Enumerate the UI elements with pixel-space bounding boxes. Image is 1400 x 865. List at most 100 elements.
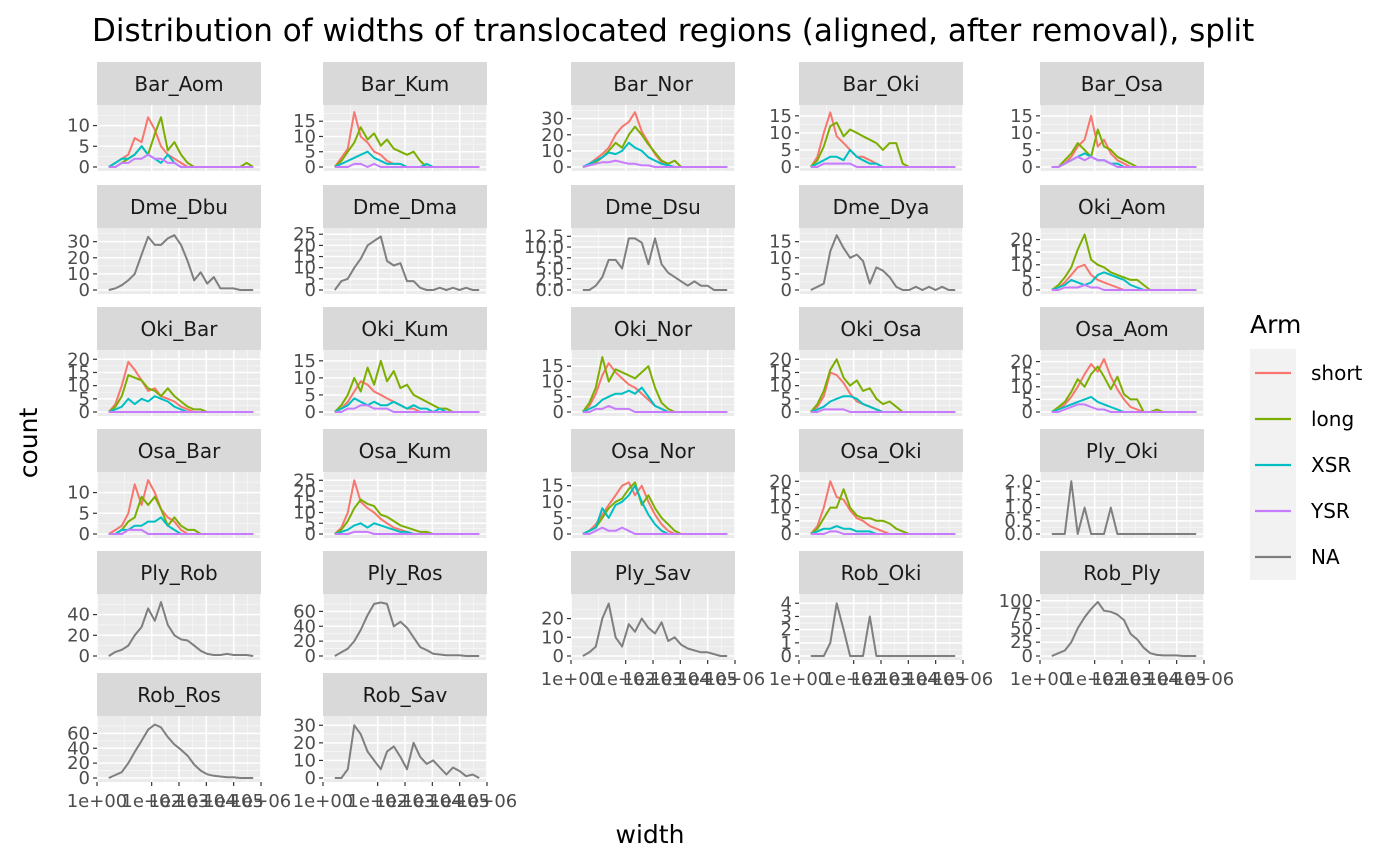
series-line-ysr [810,530,956,535]
legend-item-short: short [1255,361,1363,385]
y-tick-label: 0.5 [1004,511,1033,532]
x-tick-label: 1e+05 [677,669,738,690]
y-tick-label: 12.5 [524,226,564,247]
y-tick-label: 20 [293,733,316,754]
panel-strip [323,62,487,105]
x-tick-label: 1e+06 [705,669,766,690]
y-tick-label: 0 [553,402,564,423]
y-tick-label: 30 [67,232,90,253]
y-tick-label: 10 [769,248,792,269]
x-tick-label: 1e+00 [541,669,602,690]
y-tick-label: 20 [541,609,564,630]
y-tick-label: 5 [1022,140,1033,161]
panel-strip-label: Osa_Bar [138,439,221,463]
panel-strip [323,307,487,350]
legend-item-long: long [1255,407,1354,431]
panel-strip-label: Dme_Dma [353,195,457,219]
series-line-ysr [1051,403,1197,413]
y-tick-label: 0 [1022,280,1033,301]
y-tick-label: 5 [553,508,564,529]
panel-strip [97,307,261,350]
panel-strip-label: Rob_Ros [137,683,221,707]
legend-label: short [1311,361,1363,385]
y-tick-label: 20 [1010,352,1033,373]
panel-strip [97,62,261,105]
x-tick-label: 1e+00 [67,791,128,812]
y-tick-label: 15 [769,232,792,253]
panel-strip-label: Rob_Sav [363,683,448,707]
y-tick-label: 75 [1010,605,1033,626]
series-line-ysr [810,408,956,413]
legend-item-na: NA [1255,545,1340,569]
panel-strip [1040,307,1204,350]
y-tick-label: 10 [1010,123,1033,144]
x-tick-label: 1e+03 [149,791,210,812]
panel-strip-label: Oki_Bar [140,317,218,341]
panel-strip [799,429,963,472]
panel-strip [571,429,735,472]
y-tick-label: 1.0 [1004,498,1033,519]
y-tick-label: 15 [541,476,564,497]
series-line-na [108,601,254,657]
legend-title: Arm [1250,310,1301,339]
legend-label: NA [1311,545,1340,569]
series-line-ysr [334,162,480,168]
y-tick-label: 5 [305,513,316,534]
y-tick-label: 20 [67,248,90,269]
y-tick-label: 0 [79,157,90,178]
y-tick-label: 5 [79,389,90,410]
panel-strip-label: Ply_Rob [140,561,217,585]
y-tick-label: 0 [553,646,564,667]
panel-strip-label: Rob_Ply [1083,561,1161,585]
panel-strip [571,307,735,350]
y-tick-label: 50 [1010,618,1033,639]
panel-strip-label: Osa_Nor [611,439,696,463]
series-line-ysr [582,404,728,413]
x-tick-label: 1e+04 [878,669,939,690]
y-tick-label: 10 [769,123,792,144]
y-tick-label: 0 [1022,402,1033,423]
y-tick-label: 10 [1010,377,1033,398]
y-tick-label: 5 [305,269,316,290]
panel-strip [97,673,261,716]
y-tick-label: 10 [293,368,316,389]
series-line-ysr [334,404,480,413]
y-tick-label: 1 [781,633,792,654]
y-tick-label: 15 [1010,242,1033,263]
y-tick-label: 10 [769,376,792,397]
y-tick-label: 30 [541,109,564,130]
y-tick-label: 20 [293,631,316,652]
y-tick-label: 0 [305,524,316,545]
panel-strip [97,429,261,472]
panel-strip-label: Dme_Dya [833,195,930,219]
panel-strip-label: Osa_Aom [1075,317,1168,341]
y-tick-label: 5 [305,142,316,163]
panel-strip-label: Ply_Ros [367,561,442,585]
panel-strip [1040,185,1204,228]
series-line-ysr [1051,155,1197,168]
y-tick-label: 10 [293,126,316,147]
x-tick-label: 1e+05 [905,669,966,690]
panel-strip-label: Bar_Nor [613,72,693,96]
panel-strip-label: Bar_Aom [134,72,223,96]
y-tick-label: 0 [781,157,792,178]
y-tick-label: 10 [67,116,90,137]
panel-strip [323,429,487,472]
x-tick-label: 1e+05 [1146,669,1207,690]
y-tick-label: 15 [67,362,90,383]
panel-strip [1040,62,1204,105]
x-tick-label: 1e+04 [650,669,711,690]
series-line-na [108,723,254,779]
